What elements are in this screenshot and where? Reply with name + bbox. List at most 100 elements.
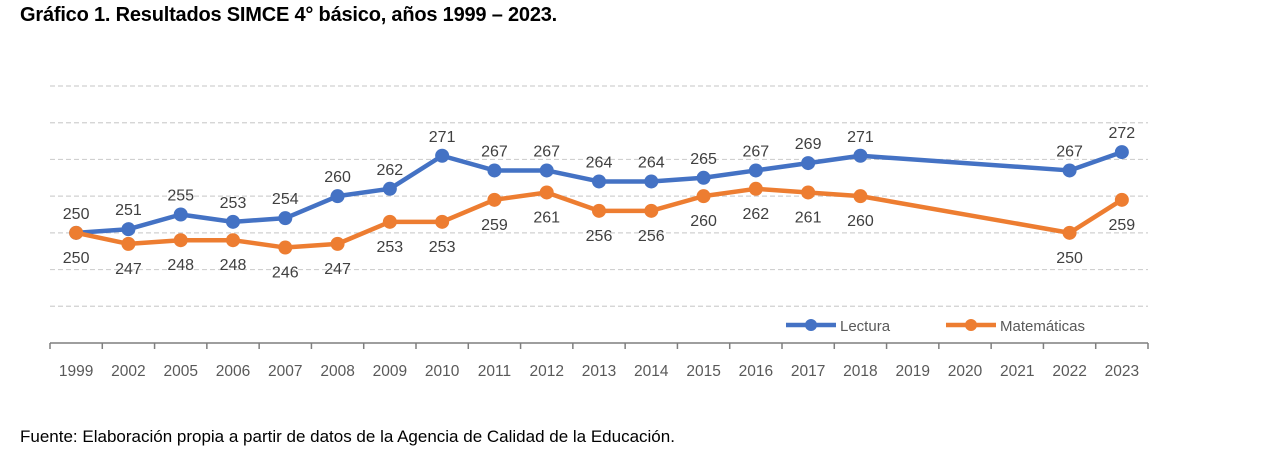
x-tick-label: 2023 [1105, 363, 1139, 380]
x-tick-label: 2014 [634, 363, 669, 380]
data-label: 250 [63, 250, 90, 267]
data-point [226, 214, 240, 229]
data-label: 260 [847, 213, 874, 230]
data-label: 248 [220, 257, 247, 274]
x-tick-label: 2002 [111, 363, 145, 380]
x-tick-label: 2009 [373, 363, 407, 380]
x-tick-label: 2022 [1052, 363, 1086, 380]
gridlines [50, 85, 1148, 307]
x-tick-label: 2013 [582, 363, 616, 380]
x-axis: 1999 2002 2005 2006 2007 2008 2009 2010 2011 2012… [49, 342, 1149, 380]
data-label: 247 [115, 261, 142, 278]
data-point [539, 185, 554, 200]
x-tick-label: 2008 [320, 363, 354, 380]
data-point [278, 240, 293, 255]
data-point [696, 170, 711, 185]
data-label: 260 [324, 169, 351, 186]
x-tick-label: 2020 [948, 363, 983, 380]
data-label: 267 [481, 143, 508, 160]
data-point [1114, 192, 1129, 207]
data-label: 267 [743, 143, 770, 160]
legend-label: Lectura [840, 318, 891, 335]
data-point [487, 192, 502, 207]
data-label: 261 [795, 209, 822, 226]
data-label: 247 [324, 261, 351, 278]
data-label: 250 [63, 206, 90, 223]
data-label: 267 [1056, 143, 1083, 160]
data-point [1062, 225, 1077, 240]
data-label: 255 [167, 188, 194, 205]
legend-marker [805, 319, 817, 331]
data-point [121, 236, 136, 251]
data-point [121, 222, 136, 237]
data-label: 264 [586, 154, 613, 171]
data-point [435, 148, 450, 163]
legend-label: Matemáticas [1000, 318, 1085, 335]
data-point [644, 203, 659, 218]
data-point [173, 207, 188, 222]
data-point [853, 189, 868, 204]
legend: Lectura Matemáticas [786, 318, 1085, 335]
x-tick-label: 2010 [425, 363, 460, 380]
source-note: Fuente: Elaboración propia a partir de d… [20, 427, 675, 446]
data-label: 253 [220, 195, 247, 212]
chart-title: Gráfico 1. Resultados SIMCE 4° básico, a… [20, 4, 558, 26]
data-point [278, 211, 293, 226]
x-tick-label: 2019 [895, 363, 929, 380]
data-label: 253 [377, 239, 404, 256]
x-tick-label: 2016 [739, 363, 773, 380]
data-label: 246 [272, 265, 299, 282]
data-label: 271 [847, 129, 874, 146]
data-point [487, 163, 502, 178]
x-tick-label: 2017 [791, 363, 825, 380]
data-label: 259 [481, 217, 508, 234]
data-point [801, 185, 816, 200]
data-label: 269 [795, 136, 822, 153]
data-label: 259 [1109, 217, 1136, 234]
data-point [173, 233, 188, 248]
series-line-lectura [75, 149, 1123, 236]
data-labels: 250 251 255 253 254 260 262 271 267 267 264 264 265 2… [63, 125, 1136, 281]
data-point [330, 236, 345, 251]
data-point [226, 233, 240, 248]
series-line-matemáticas [75, 186, 1124, 250]
x-tick-label: 2018 [843, 363, 877, 380]
x-tick-label: 1999 [59, 363, 93, 380]
x-tick-label: 2021 [1000, 363, 1034, 380]
data-label: 256 [638, 228, 665, 245]
data-point [1114, 145, 1129, 160]
data-point [382, 214, 397, 229]
data-label: 253 [429, 239, 456, 256]
data-point [592, 203, 606, 218]
data-label: 260 [690, 213, 717, 230]
data-point [435, 214, 450, 229]
x-tick-label: 2012 [529, 363, 563, 380]
data-label: 248 [167, 257, 194, 274]
data-label: 256 [586, 228, 613, 245]
data-point [696, 189, 711, 204]
x-tick-label: 2005 [163, 363, 197, 380]
data-label: 262 [377, 162, 404, 179]
data-point [330, 189, 345, 204]
data-label: 254 [272, 191, 299, 208]
x-tick-label: 2011 [478, 363, 511, 380]
data-point [801, 156, 816, 171]
series-lines [69, 145, 1129, 255]
data-point [748, 163, 763, 178]
data-label: 265 [690, 151, 717, 168]
data-label: 267 [533, 143, 560, 160]
data-point [748, 181, 763, 196]
x-tick-label: 2007 [268, 363, 302, 380]
data-label: 264 [638, 154, 665, 171]
data-label: 262 [743, 206, 770, 223]
data-label: 251 [115, 202, 142, 219]
data-point [69, 225, 84, 240]
data-point [853, 148, 868, 163]
data-label: 272 [1109, 125, 1136, 142]
data-point [1062, 163, 1077, 178]
data-point [539, 163, 554, 178]
legend-marker [965, 319, 977, 331]
data-point [592, 174, 606, 189]
data-point [382, 181, 397, 196]
